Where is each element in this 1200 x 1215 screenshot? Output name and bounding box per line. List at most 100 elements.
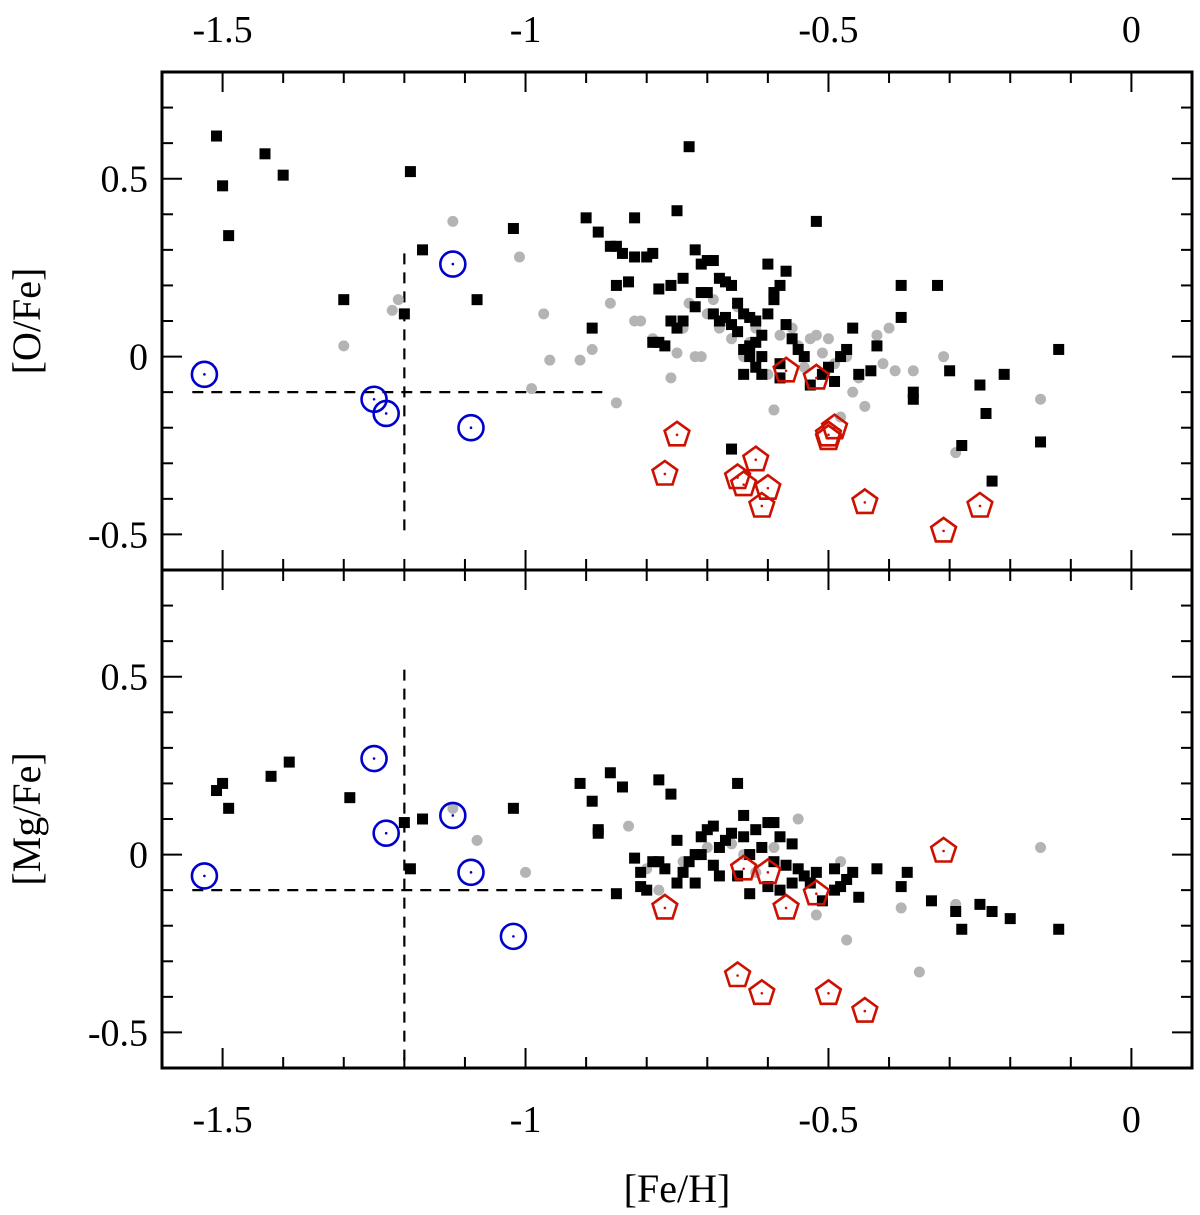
black-square-point xyxy=(507,223,519,235)
x-tick-label-bottom: 0 xyxy=(1122,1099,1141,1141)
black-square-point xyxy=(750,824,762,836)
gray-point xyxy=(386,304,398,316)
y-axis-label: [O/Fe] xyxy=(4,268,49,375)
gray-point xyxy=(1035,841,1047,853)
black-square-point xyxy=(701,824,713,836)
black-square-point xyxy=(956,923,968,935)
black-square-point xyxy=(732,326,744,338)
black-square-point xyxy=(417,244,429,256)
x-tick-label-top: -1 xyxy=(510,9,542,51)
gray-point xyxy=(913,966,925,978)
black-square-point xyxy=(338,294,350,306)
black-square-point xyxy=(847,866,859,878)
black-square-point xyxy=(604,240,616,252)
black-square-point xyxy=(211,130,223,142)
gray-point xyxy=(538,308,550,320)
blue-circle-point xyxy=(499,922,528,951)
black-square-point xyxy=(635,866,647,878)
black-square-point xyxy=(726,319,738,331)
red-pentagon-center xyxy=(742,483,745,486)
black-square-point xyxy=(713,272,725,284)
red-pentagon-point xyxy=(929,836,958,863)
black-square-point xyxy=(871,340,883,352)
black-square-point xyxy=(841,343,853,355)
blue-circle-point xyxy=(457,858,485,887)
red-pentagon-center xyxy=(784,369,788,373)
gray-point xyxy=(574,354,586,366)
gray-point xyxy=(610,397,622,409)
black-square-point xyxy=(853,368,865,380)
black-square-point xyxy=(822,361,834,373)
red-pentagon-center xyxy=(863,1009,867,1013)
black-square-point xyxy=(744,849,756,861)
black-square-point xyxy=(641,251,653,263)
red-pentagon-center xyxy=(760,992,764,995)
gray-point xyxy=(471,834,483,846)
black-square-point xyxy=(404,863,416,875)
gray-point xyxy=(623,820,635,832)
x-tick-label-top: -0.5 xyxy=(798,9,858,51)
x-axis-label: [Fe/H] xyxy=(624,1166,731,1211)
black-square-point xyxy=(217,777,229,789)
gray-point xyxy=(871,329,883,341)
black-square-point xyxy=(738,831,750,843)
red-pentagon-center xyxy=(978,504,982,508)
red-pentagon-point xyxy=(723,462,752,490)
black-square-point xyxy=(695,258,707,270)
gray-point xyxy=(938,351,950,363)
black-square-point xyxy=(695,287,707,299)
black-square-point xyxy=(580,212,592,224)
black-square-point xyxy=(344,792,356,804)
gray-point xyxy=(392,294,404,306)
black-square-point xyxy=(677,315,689,327)
black-square-point xyxy=(719,276,731,288)
black-square-point xyxy=(732,870,744,882)
black-square-point xyxy=(895,311,907,323)
black-square-point xyxy=(713,841,725,853)
black-square-point xyxy=(604,767,616,779)
black-square-point xyxy=(738,343,750,355)
black-square-point xyxy=(586,322,598,334)
red-pentagon-point xyxy=(850,996,879,1023)
black-square-point xyxy=(641,884,653,896)
black-square-point xyxy=(829,863,841,875)
gray-point xyxy=(513,251,525,263)
black-square-point xyxy=(792,343,804,355)
blue-circle-center xyxy=(203,373,206,376)
black-square-point xyxy=(768,856,780,868)
blue-circle-point xyxy=(439,801,467,830)
blue-circle-point xyxy=(372,819,400,848)
gray-point xyxy=(822,333,834,345)
black-square-point xyxy=(677,272,689,284)
gray-point xyxy=(635,315,647,327)
black-square-point xyxy=(810,215,822,227)
x-tick-label-bottom: -1 xyxy=(510,1099,542,1141)
black-square-point xyxy=(816,895,828,907)
gray-point xyxy=(1035,393,1047,405)
red-pentagon-center xyxy=(663,906,667,910)
y-tick-label: 0.5 xyxy=(101,657,149,699)
blue-circle-center xyxy=(384,831,388,835)
panel-frame xyxy=(160,70,1194,572)
gray-point xyxy=(768,841,780,853)
black-square-point xyxy=(847,322,859,334)
gray-point xyxy=(895,902,907,914)
gray-point xyxy=(604,297,616,309)
black-square-point xyxy=(719,311,731,323)
black-square-point xyxy=(223,230,235,242)
blue-circle-center xyxy=(469,871,473,874)
red-pentagon-point xyxy=(663,420,691,447)
gray-point xyxy=(798,361,810,373)
blue-circle-center xyxy=(372,397,376,401)
red-pentagon-center xyxy=(766,871,770,874)
black-square-point xyxy=(756,841,768,853)
blue-circle-center xyxy=(384,412,388,415)
series-red-open-pentagons xyxy=(650,356,994,543)
black-square-point xyxy=(647,856,659,868)
x-tick-label-top: 0 xyxy=(1122,9,1141,51)
red-pentagon-point xyxy=(802,879,831,906)
black-square-point xyxy=(907,386,919,398)
black-square-point xyxy=(1053,343,1065,355)
black-square-point xyxy=(950,905,962,917)
